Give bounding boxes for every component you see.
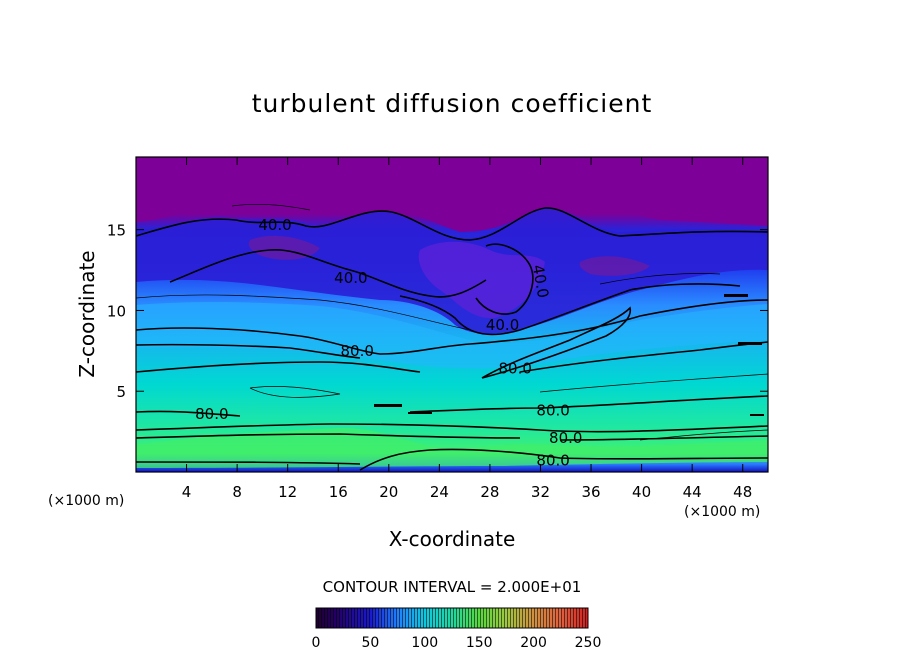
colorbar-tick-label: 0 [312, 635, 321, 651]
x-axis-title: X-coordinate [389, 527, 516, 551]
x-tick-label: 24 [430, 483, 449, 501]
plot-area [136, 157, 768, 472]
contour-label: 80.0 [536, 402, 569, 420]
cloud-top [136, 157, 768, 232]
x-tick-label: 40 [632, 483, 651, 501]
contour-label: 80.0 [195, 405, 228, 423]
colorbar [315, 607, 589, 629]
plot-frame [135, 156, 769, 473]
x-tick-label: 12 [278, 483, 297, 501]
x-tick-label: 48 [733, 483, 752, 501]
light-blue-band [136, 302, 768, 369]
x-tick-label: 4 [182, 483, 192, 501]
colorbar-tick-label: 250 [575, 635, 602, 651]
x-tick-label: 28 [480, 483, 499, 501]
chart-title: turbulent diffusion coefficient [252, 89, 653, 118]
y-tick-label: 15 [107, 222, 126, 240]
contour-label: 80.0 [340, 342, 373, 360]
contour-lines [136, 207, 768, 471]
contour-interval-label: CONTOUR INTERVAL = 2.000E+01 [323, 578, 582, 596]
colorbar-frame [315, 607, 589, 629]
colorbar-tick-label: 50 [361, 635, 379, 651]
colorbar-hatch [316, 608, 588, 628]
x-tick-label: 16 [329, 483, 348, 501]
contour-label: 40.0 [529, 263, 553, 299]
turbulent-core [418, 241, 545, 319]
x-axis-ticks: 4 8 12 16 20 24 28 32 36 40 44 48 [182, 157, 752, 501]
x-tick-label: 32 [531, 483, 550, 501]
colorbar-tick-labels: 0 50 100 150 200 250 [312, 635, 602, 651]
y-axis-title: Z-coordinate [75, 250, 99, 377]
contour-specks [374, 294, 764, 416]
x-tick-label: 8 [232, 483, 242, 501]
y-tick-label: 5 [116, 383, 126, 401]
x-tick-label: 36 [581, 483, 600, 501]
contour-lines-thin [136, 204, 768, 441]
colorbar-tick-label: 100 [411, 635, 438, 651]
contour-label: 80.0 [498, 360, 531, 378]
x-tick-label: 20 [379, 483, 398, 501]
contour-label: 40.0 [334, 269, 367, 287]
colorbar-tick-label: 200 [520, 635, 547, 651]
x-unit-right: (×1000 m) [684, 504, 760, 520]
x-unit-left: (×1000 m) [48, 493, 124, 509]
x-tick-label: 44 [683, 483, 702, 501]
contour-label: 40.0 [258, 216, 291, 234]
contour-labels: 40.0 40.0 40.0 40.0 80.0 80.0 80.0 80.0 80.0 80.0 [195, 216, 582, 470]
turbulent-core [579, 256, 650, 276]
colorbar-tick-label: 150 [466, 635, 493, 651]
contour-label: 40.0 [486, 316, 519, 334]
y-axis-ticks: 5 10 15 [107, 222, 768, 401]
y-tick-label: 10 [107, 302, 126, 320]
contour-label: 80.0 [549, 429, 582, 447]
contour-label: 80.0 [536, 452, 569, 470]
